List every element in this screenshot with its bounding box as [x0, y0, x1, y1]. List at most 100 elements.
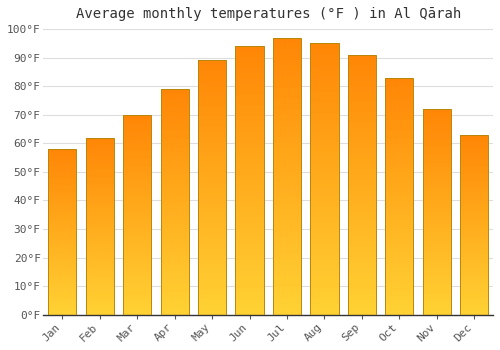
Bar [160, 256, 188, 260]
Bar [386, 262, 413, 267]
Bar [198, 284, 226, 289]
Bar [86, 247, 114, 251]
Bar [423, 204, 451, 208]
Bar [160, 89, 188, 315]
Bar [386, 182, 413, 187]
Bar [310, 201, 338, 206]
Bar [236, 116, 264, 121]
Bar [460, 174, 488, 178]
Bar [198, 106, 226, 111]
Bar [273, 54, 301, 60]
Bar [310, 103, 338, 108]
Bar [348, 299, 376, 304]
Bar [386, 191, 413, 196]
Bar [423, 270, 451, 274]
Bar [273, 38, 301, 43]
Bar [386, 168, 413, 173]
Bar [86, 159, 114, 162]
Bar [48, 292, 76, 295]
Bar [236, 202, 264, 207]
Bar [160, 98, 188, 103]
Bar [310, 43, 338, 49]
Bar [160, 148, 188, 152]
Bar [86, 194, 114, 198]
Bar [348, 164, 376, 169]
Bar [86, 155, 114, 159]
Bar [48, 222, 76, 225]
Bar [160, 260, 188, 265]
Bar [160, 188, 188, 193]
Bar [423, 109, 451, 113]
Title: Average monthly temperatures (°F ) in Al Qārah: Average monthly temperatures (°F ) in Al… [76, 7, 461, 21]
Bar [48, 238, 76, 242]
Bar [273, 110, 301, 115]
Bar [423, 195, 451, 199]
Bar [48, 172, 76, 176]
Bar [348, 200, 376, 205]
Bar [123, 147, 151, 151]
Bar [386, 116, 413, 120]
Bar [423, 241, 451, 245]
Bar [160, 306, 188, 310]
Bar [310, 49, 338, 54]
Bar [236, 261, 264, 266]
Bar [386, 272, 413, 277]
Bar [423, 162, 451, 167]
Bar [123, 227, 151, 231]
Bar [310, 76, 338, 81]
Bar [273, 138, 301, 143]
Bar [386, 149, 413, 154]
Bar [86, 279, 114, 283]
Bar [386, 120, 413, 125]
Bar [123, 283, 151, 287]
Bar [273, 265, 301, 271]
Bar [423, 199, 451, 204]
Bar [198, 142, 226, 147]
Bar [86, 138, 114, 315]
Bar [198, 300, 226, 304]
Bar [310, 223, 338, 228]
Bar [310, 87, 338, 92]
Bar [386, 258, 413, 262]
Bar [460, 218, 488, 221]
Bar [48, 152, 76, 156]
Bar [48, 186, 76, 189]
Bar [348, 304, 376, 309]
Bar [310, 81, 338, 87]
Bar [198, 86, 226, 91]
Bar [348, 81, 376, 86]
Bar [273, 226, 301, 232]
Bar [198, 101, 226, 106]
Bar [386, 305, 413, 310]
Bar [236, 94, 264, 100]
Bar [273, 76, 301, 82]
Bar [198, 223, 226, 228]
Bar [86, 258, 114, 261]
Bar [198, 121, 226, 127]
Bar [273, 49, 301, 54]
Bar [86, 301, 114, 304]
Bar [198, 111, 226, 117]
Bar [86, 216, 114, 219]
Bar [273, 99, 301, 104]
Bar [423, 257, 451, 261]
Bar [423, 117, 451, 121]
Bar [423, 126, 451, 130]
Bar [160, 215, 188, 220]
Bar [160, 166, 188, 170]
Bar [123, 155, 151, 159]
Bar [236, 51, 264, 57]
Bar [48, 252, 76, 255]
Bar [48, 258, 76, 262]
Bar [310, 168, 338, 174]
Bar [123, 139, 151, 143]
Bar [236, 223, 264, 229]
Bar [310, 119, 338, 125]
Bar [86, 240, 114, 244]
Bar [310, 239, 338, 244]
Bar [160, 265, 188, 270]
Bar [86, 180, 114, 184]
Bar [460, 293, 488, 297]
Bar [123, 143, 151, 147]
Bar [460, 199, 488, 203]
